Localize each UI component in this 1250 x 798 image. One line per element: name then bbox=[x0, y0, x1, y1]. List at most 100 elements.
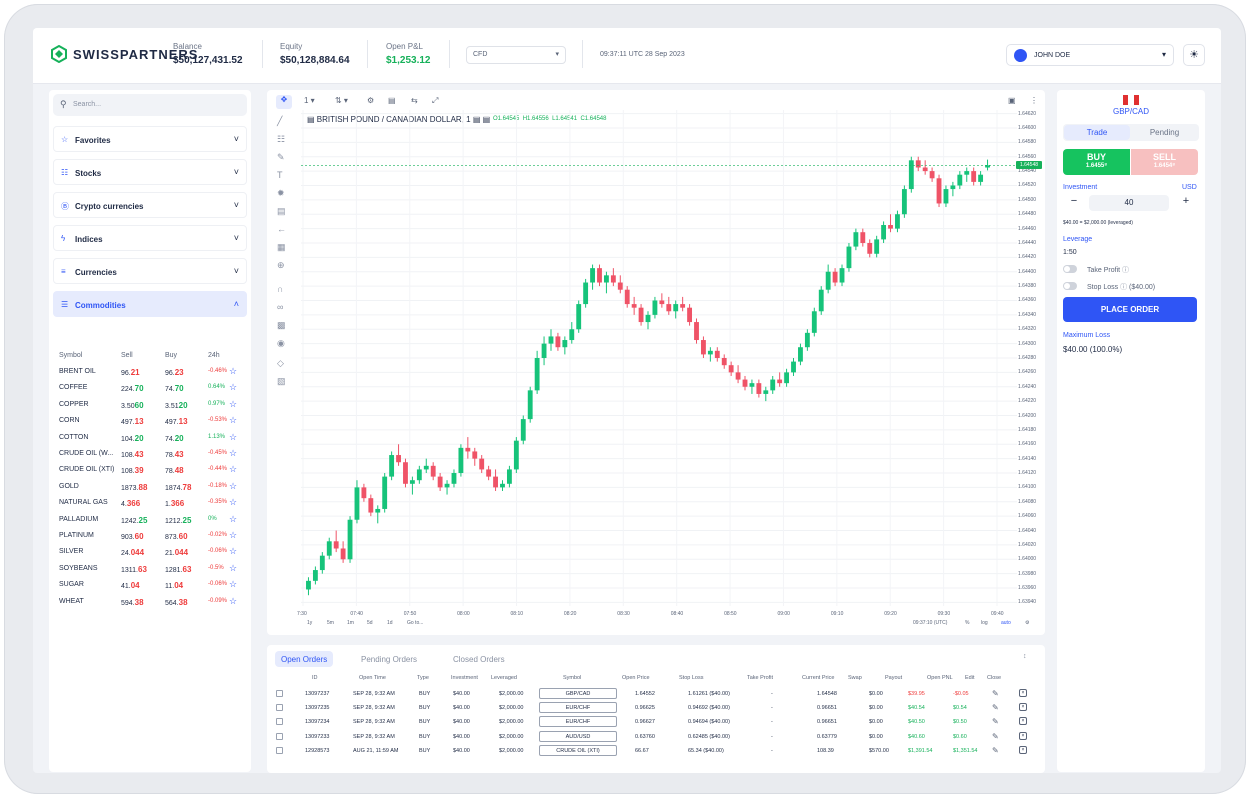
candle-type-icon[interactable]: ⇅ ▾ bbox=[335, 96, 348, 105]
favorite-star-icon[interactable]: ☆ bbox=[229, 546, 238, 557]
auto-toggle[interactable]: auto bbox=[1001, 620, 1011, 626]
more-icon[interactable]: ⋮ bbox=[1030, 96, 1038, 105]
percent-toggle[interactable]: % bbox=[965, 620, 970, 626]
order-row[interactable]: 13097237 SEP 28, 9:32 AM BUY $40.00 $2,000.0… bbox=[267, 687, 1045, 701]
close-order-icon[interactable]: × bbox=[1019, 745, 1027, 754]
commodity-row[interactable]: GOLD 1873.88 1874.78 -0.18% ☆ bbox=[59, 479, 245, 495]
zoom-icon[interactable]: ⊕ bbox=[277, 260, 285, 270]
range-button[interactable]: 1m bbox=[347, 620, 354, 626]
favorite-star-icon[interactable]: ☆ bbox=[229, 398, 238, 409]
commodity-row[interactable]: PLATINUM 903.60 873.60 -0.02% ☆ bbox=[59, 528, 245, 544]
indicators-icon[interactable]: ▤ bbox=[388, 96, 396, 105]
favorite-star-icon[interactable]: ☆ bbox=[229, 530, 238, 540]
favorite-star-icon[interactable]: ☆ bbox=[229, 382, 238, 393]
range-button[interactable]: 5d bbox=[367, 620, 373, 626]
link-icon[interactable]: ∞ bbox=[277, 302, 284, 312]
favorite-star-icon[interactable]: ☆ bbox=[229, 513, 238, 524]
commodity-row[interactable]: CORN 497.13 497.13 -0.53% ☆ bbox=[59, 413, 245, 429]
tab-trade[interactable]: Trade bbox=[1064, 125, 1130, 140]
close-order-icon[interactable]: × bbox=[1019, 703, 1027, 712]
tab-pending[interactable]: Pending bbox=[1149, 128, 1180, 137]
chart-settings-icon[interactable]: ⚙ bbox=[1025, 620, 1030, 626]
close-order-icon[interactable]: × bbox=[1019, 731, 1027, 740]
compare-icon[interactable]: ⇆ bbox=[411, 96, 418, 105]
stop-loss-toggle[interactable] bbox=[1063, 282, 1077, 290]
order-symbol[interactable]: AUD/USD bbox=[539, 730, 617, 742]
category-commodities[interactable]: ☰ Commodities ˄ bbox=[53, 291, 247, 317]
trend-line-icon[interactable]: ╱ bbox=[277, 116, 283, 126]
order-symbol[interactable]: CRUDE OIL (XTI) bbox=[539, 744, 617, 756]
close-order-icon[interactable]: × bbox=[1019, 689, 1027, 697]
commodity-row[interactable]: CRUDE OIL (XTI) 108.39 78.48 -0.44% ☆ bbox=[59, 462, 245, 478]
eye-icon[interactable]: ◉ bbox=[277, 338, 285, 348]
edit-pencil-icon[interactable]: ✎ bbox=[992, 689, 999, 698]
expand-icon[interactable]: ↕ bbox=[1023, 653, 1027, 660]
commodity-row[interactable]: SILVER 24.044 21.044 -0.06% ☆ bbox=[59, 544, 245, 560]
edit-pencil-icon[interactable]: ✎ bbox=[992, 703, 999, 713]
commodity-row[interactable]: COFFEE 224.70 74.70 0.64% ☆ bbox=[59, 380, 245, 396]
fullscreen-icon[interactable]: ⤢ bbox=[432, 96, 439, 105]
commodity-row[interactable]: WHEAT 594.38 564.38 -0.09% ☆ bbox=[59, 594, 245, 610]
commodity-row[interactable]: CRUDE OIL (W... 108.43 78.43 -0.45% ☆ bbox=[59, 446, 245, 462]
order-symbol[interactable]: GBP/CAD bbox=[539, 688, 617, 699]
arrow-left-icon[interactable]: ← bbox=[277, 224, 286, 234]
lock-icon[interactable]: ▩ bbox=[277, 320, 286, 330]
category-stocks[interactable]: ☷ Stocks ˅ bbox=[53, 159, 247, 185]
range-button[interactable]: 1y bbox=[307, 620, 313, 626]
edit-pencil-icon[interactable]: ✎ bbox=[992, 745, 999, 755]
favorite-star-icon[interactable]: ☆ bbox=[229, 579, 238, 590]
tab-open-orders[interactable]: Open Orders bbox=[275, 651, 334, 667]
ruler-icon[interactable]: ▦ bbox=[277, 242, 286, 252]
favorite-star-icon[interactable]: ☆ bbox=[229, 415, 238, 426]
favorite-star-icon[interactable]: ☆ bbox=[229, 464, 238, 475]
row-checkbox[interactable] bbox=[276, 746, 283, 754]
row-checkbox[interactable] bbox=[276, 690, 283, 697]
range-button[interactable]: 1d bbox=[387, 620, 393, 626]
camera-icon[interactable]: ▣ bbox=[1008, 96, 1016, 105]
magnet-icon[interactable]: ∩ bbox=[277, 284, 284, 294]
category-crypto-currencies[interactable]: Ⓑ Crypto currencies ˅ bbox=[53, 192, 247, 218]
fib-icon[interactable]: ☷ bbox=[277, 134, 286, 144]
order-row[interactable]: 13097235 SEP 28, 9:32 AM BUY $40.00 $2,000.0… bbox=[267, 701, 1045, 715]
sell-button[interactable]: SELL 1.6454⁸ bbox=[1131, 149, 1198, 175]
buy-button[interactable]: BUY 1.6455⁸ bbox=[1063, 149, 1130, 175]
close-order-icon[interactable]: × bbox=[1019, 717, 1027, 726]
investment-input[interactable]: 40 bbox=[1089, 195, 1169, 211]
account-type-select[interactable]: CFD ▾ bbox=[466, 46, 566, 64]
category-indices[interactable]: ϟ Indices ˅ bbox=[53, 225, 247, 251]
range-button[interactable]: 5m bbox=[327, 620, 334, 626]
layers-icon[interactable]: ◇ bbox=[277, 358, 284, 368]
brush-icon[interactable]: ✎ bbox=[277, 152, 285, 162]
theme-toggle-sun-icon[interactable]: ☀ bbox=[1183, 44, 1205, 66]
edit-pencil-icon[interactable]: ✎ bbox=[992, 731, 999, 741]
favorite-star-icon[interactable]: ☆ bbox=[229, 448, 238, 458]
pattern-icon[interactable]: ✹ bbox=[277, 188, 285, 198]
commodity-row[interactable]: COPPER 3.5060 3.5120 0.97% ☆ bbox=[59, 397, 245, 413]
row-checkbox[interactable] bbox=[276, 732, 283, 740]
row-checkbox[interactable] bbox=[276, 704, 283, 712]
increase-button[interactable]: + bbox=[1182, 195, 1190, 207]
decrease-button[interactable]: − bbox=[1070, 195, 1078, 207]
tab-closed-orders[interactable]: Closed Orders bbox=[453, 655, 505, 664]
crosshair-icon[interactable]: ✥ bbox=[276, 95, 292, 109]
commodity-row[interactable]: PALLADIUM 1242.25 1212.25 0% ☆ bbox=[59, 512, 245, 528]
order-row[interactable]: 13097234 SEP 28, 9:32 AM BUY $40.00 $2,000.0… bbox=[267, 715, 1045, 729]
favorite-star-icon[interactable]: ☆ bbox=[229, 366, 238, 376]
range-button[interactable]: Go to... bbox=[407, 620, 424, 626]
log-toggle[interactable]: log bbox=[981, 620, 988, 626]
favorite-star-icon[interactable]: ☆ bbox=[229, 595, 238, 606]
commodity-row[interactable]: SUGAR 41.04 11.04 -0.06% ☆ bbox=[59, 577, 245, 593]
tab-pending-orders[interactable]: Pending Orders bbox=[361, 655, 418, 664]
commodity-row[interactable]: BRENT OIL 96.21 96.23 -0.46% ☆ bbox=[59, 364, 245, 380]
trash-icon[interactable]: ▧ bbox=[277, 376, 286, 386]
brand-logo[interactable]: SWISSPARTNERS bbox=[51, 45, 198, 63]
commodity-row[interactable]: SOYBEANS 1311.63 1281.63 -0.5% ☆ bbox=[59, 561, 245, 577]
interval-select[interactable]: 1 ▾ bbox=[304, 96, 315, 105]
favorite-star-icon[interactable]: ☆ bbox=[229, 480, 238, 491]
favorite-star-icon[interactable]: ☆ bbox=[229, 562, 238, 573]
order-row[interactable]: 12928573 AUG 21, 11:59 AM BUY $40.00 $2,000.… bbox=[267, 744, 1045, 758]
favorite-star-icon[interactable]: ☆ bbox=[229, 497, 238, 508]
text-icon[interactable]: T bbox=[277, 170, 283, 180]
category-favorites[interactable]: ☆ Favorites ˅ bbox=[53, 126, 247, 152]
favorite-star-icon[interactable]: ☆ bbox=[229, 431, 238, 442]
